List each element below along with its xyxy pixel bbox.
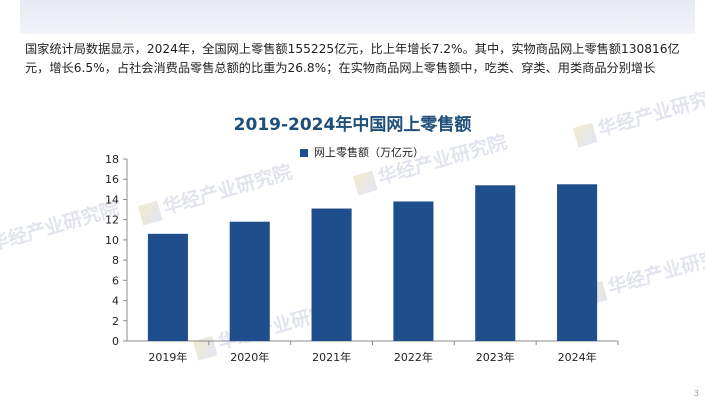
- x-tick-label: 2021年: [312, 350, 351, 364]
- y-tick-label: 0: [112, 335, 119, 348]
- legend-swatch: [300, 149, 308, 157]
- y-tick-label: 10: [105, 234, 119, 247]
- chart-legend: 网上零售额（万亿元）: [300, 144, 424, 160]
- bar: [147, 233, 188, 341]
- bar: [229, 221, 270, 341]
- y-tick-label: 8: [112, 254, 119, 267]
- x-tick-label: 2020年: [230, 350, 269, 364]
- y-tick-label: 16: [105, 173, 119, 186]
- bar: [557, 184, 598, 341]
- bar: [475, 185, 516, 341]
- page-number: 3: [693, 389, 699, 398]
- bar: [311, 208, 352, 341]
- y-tick-label: 2: [112, 315, 119, 328]
- x-tick-label: 2023年: [476, 350, 515, 364]
- bar: [393, 201, 434, 341]
- y-tick-label: 18: [105, 153, 119, 166]
- y-tick-label: 4: [112, 295, 119, 308]
- x-tick-label: 2022年: [394, 350, 433, 364]
- y-tick-label: 6: [112, 274, 119, 287]
- chart-title: 2019-2024年中国网上零售额: [233, 115, 472, 135]
- x-tick-label: 2024年: [558, 350, 597, 364]
- y-tick-label: 12: [105, 214, 119, 227]
- legend-label: 网上零售额（万亿元）: [314, 146, 424, 159]
- intro-paragraph: 国家统计局数据显示，2024年，全国网上零售额155225亿元，比上年增长7.2…: [25, 42, 680, 75]
- y-tick-label: 14: [105, 193, 119, 206]
- header-band: [20, 0, 695, 34]
- x-tick-label: 2019年: [148, 350, 187, 364]
